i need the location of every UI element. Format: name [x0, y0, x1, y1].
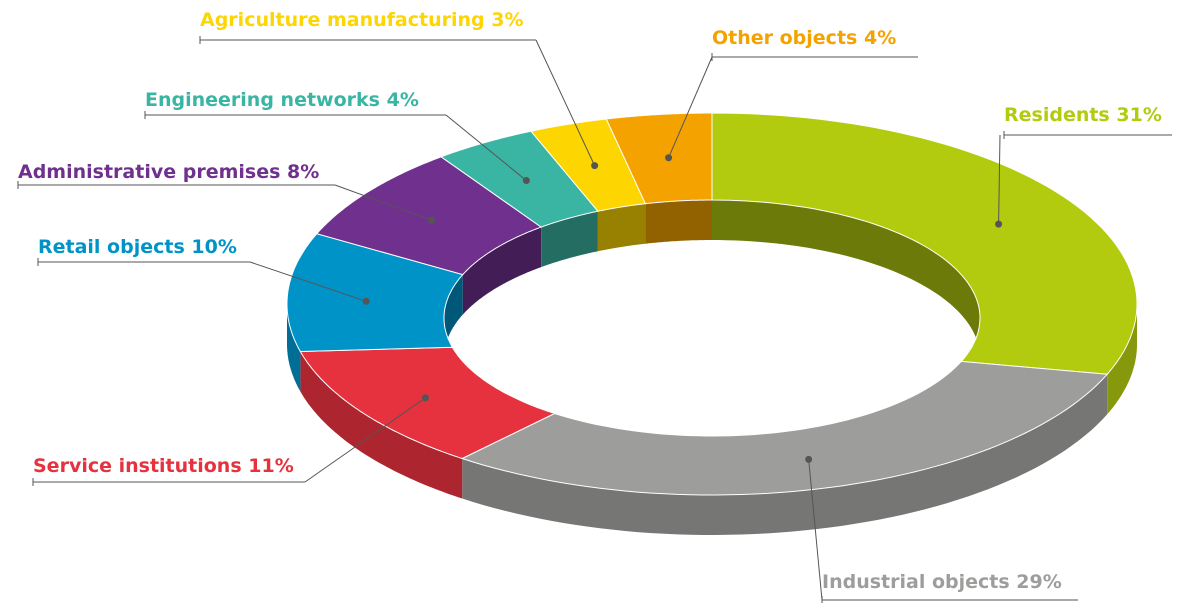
slice-label: Retail objects 10%	[38, 236, 237, 258]
slice-value: 4%	[864, 27, 896, 49]
slice-value: 29%	[1016, 571, 1061, 593]
slice-label: Engineering networks 4%	[145, 89, 419, 111]
leader-line	[808, 459, 823, 601]
inner-wall	[444, 274, 463, 358]
outer-wall	[1107, 304, 1137, 415]
leader-dot	[805, 455, 813, 463]
leader-line	[535, 39, 596, 166]
slice-name: Engineering networks	[145, 89, 380, 111]
slice-name: Retail objects	[38, 236, 185, 258]
slice-value: 31%	[1116, 104, 1161, 126]
leader-dot	[665, 154, 673, 162]
leader-line	[998, 134, 1001, 225]
slice-label: Agriculture manufacturing 3%	[200, 9, 524, 31]
inner-wall	[645, 200, 712, 244]
inner-wall	[462, 227, 542, 315]
inner-wall	[541, 211, 598, 268]
slice-label: Service institutions 11%	[33, 455, 294, 477]
slice-name: Other objects	[712, 27, 857, 49]
leader-dot	[421, 394, 429, 402]
slice-name: Industrial objects	[822, 571, 1010, 593]
leader-dot	[428, 216, 436, 224]
slice-name: Agriculture manufacturing	[200, 9, 485, 31]
slice-value: 3%	[491, 9, 523, 31]
leader-line	[668, 56, 713, 158]
slice-name: Residents	[1004, 104, 1110, 126]
leader-dot	[362, 297, 370, 305]
slice-label: Residents 31%	[1004, 104, 1162, 126]
leader-dot	[591, 162, 599, 170]
outer-wall	[287, 304, 301, 392]
leader-line	[249, 261, 367, 302]
leader-line	[334, 184, 432, 221]
slice-value: 8%	[287, 161, 319, 183]
leader-line	[445, 114, 527, 181]
slice-name: Service institutions	[33, 455, 242, 477]
outer-wall	[462, 374, 1108, 535]
slice-name: Administrative premises	[18, 161, 280, 183]
slice-value: 4%	[387, 89, 419, 111]
slice-label: Administrative premises 8%	[18, 161, 319, 183]
slice-value: 10%	[191, 236, 236, 258]
slice-label: Industrial objects 29%	[822, 571, 1062, 593]
donut-segment	[605, 112, 713, 205]
slice-value: 11%	[248, 455, 293, 477]
leader-dot	[522, 177, 530, 185]
leader-line	[304, 397, 426, 483]
inner-wall	[712, 200, 980, 358]
slice-label: Other objects 4%	[712, 27, 896, 49]
inner-wall	[597, 203, 646, 252]
outer-wall	[300, 351, 463, 499]
donut-segment	[711, 112, 1138, 375]
leader-dot	[995, 220, 1003, 228]
